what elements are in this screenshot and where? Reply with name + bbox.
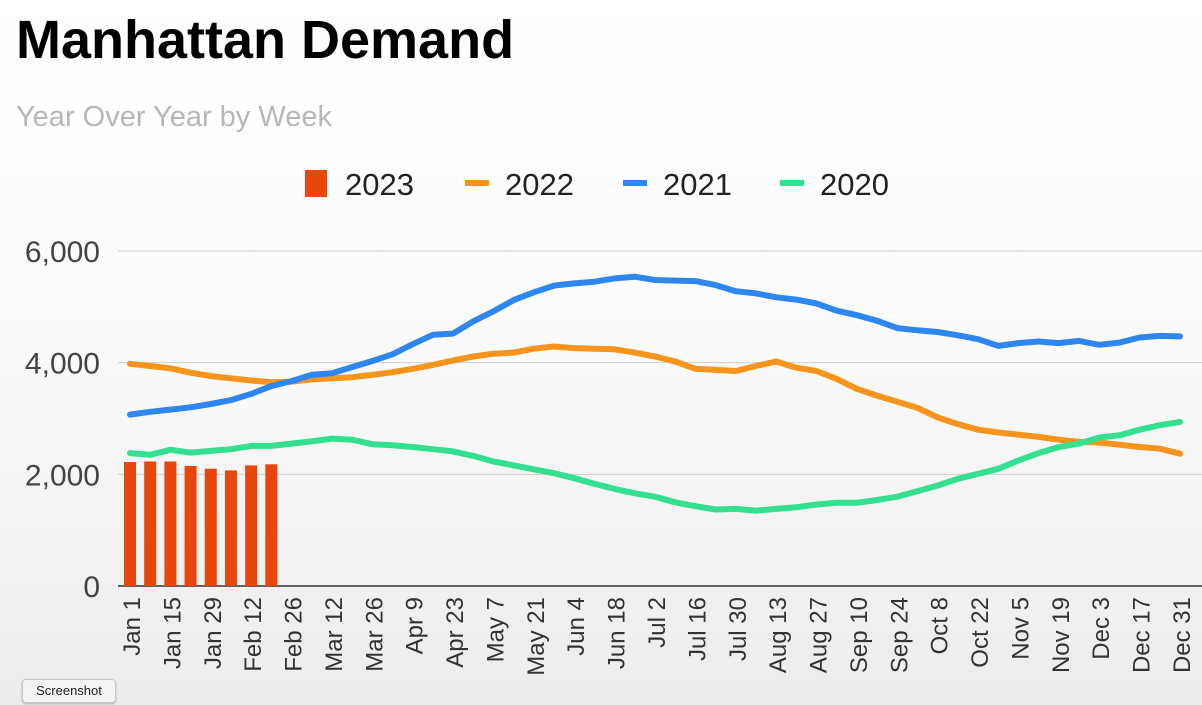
x-tick-label: Aug 13 <box>765 597 792 673</box>
legend-label-2022: 2022 <box>505 167 574 202</box>
chart-subtitle: Year Over Year by Week <box>16 101 332 133</box>
x-tick-label: Nov 19 <box>1048 597 1075 673</box>
x-tick-label: Feb 12 <box>240 597 267 672</box>
legend: 2023 2022 2021 2020 <box>305 167 889 202</box>
x-tick-label: Jul 30 <box>725 597 752 661</box>
x-tick-label: Dec 3 <box>1088 597 1115 660</box>
bar-2023 <box>265 464 278 586</box>
y-tick-label: 4,000 <box>25 348 100 381</box>
x-tick-label: Mar 12 <box>321 597 348 672</box>
bar-2023 <box>184 465 197 586</box>
bar-2023 <box>224 470 237 586</box>
x-tick-label: Aug 27 <box>806 597 833 673</box>
x-tick-label: Apr 9 <box>402 597 429 654</box>
x-tick-label: Jul 16 <box>684 597 711 661</box>
bar-2023 <box>204 468 217 586</box>
legend-label-2020: 2020 <box>820 167 889 202</box>
x-tick-label: Jun 4 <box>563 597 590 656</box>
bar-2023 <box>245 465 258 586</box>
gridlines <box>118 250 1202 587</box>
legend-swatch-2021 <box>623 180 647 186</box>
y-tick-label: 6,000 <box>25 236 100 269</box>
x-tick-label: Apr 23 <box>442 597 469 668</box>
x-tick-label: Dec 17 <box>1129 597 1156 673</box>
x-tick-label: Sep 24 <box>886 597 913 673</box>
series-lines <box>127 273 1183 514</box>
y-tick-label: 0 <box>83 571 100 604</box>
x-tick-label: May 7 <box>482 597 509 662</box>
x-tick-label: Dec 31 <box>1169 597 1196 673</box>
bar-2023 <box>124 462 136 586</box>
x-tick-label: Nov 5 <box>1007 597 1034 660</box>
x-tick-label: Jun 18 <box>604 597 631 669</box>
x-tick-label: Jan 29 <box>200 597 227 669</box>
legend-swatch-2023 <box>305 170 327 197</box>
x-tick-label: May 21 <box>523 597 550 676</box>
x-tick-label: Jul 2 <box>644 597 671 648</box>
series-2023-bars <box>124 461 278 586</box>
line-2021 <box>127 273 1183 418</box>
chart-title: Manhattan Demand <box>16 10 514 70</box>
y-axis: 0 2,000 4,000 6,000 <box>25 236 100 604</box>
bar-2023 <box>144 461 157 586</box>
y-tick-label: 2,000 <box>25 459 100 492</box>
x-axis: Jan 1 Jan 15 Jan 29 Feb 12 Feb 26 Mar 12 Mar 2… <box>119 597 1196 676</box>
x-tick-label: Oct 22 <box>967 597 994 668</box>
x-tick-label: Feb 26 <box>281 597 308 672</box>
x-tick-label: Oct 8 <box>927 597 954 654</box>
x-tick-label: Sep 10 <box>846 597 873 673</box>
legend-label-2021: 2021 <box>663 167 732 202</box>
legend-label-2023: 2023 <box>345 167 414 202</box>
legend-swatch-2020 <box>780 180 804 186</box>
line-2022 <box>127 343 1183 457</box>
legend-swatch-2022 <box>465 180 489 186</box>
screenshot-tooltip: Screenshot <box>22 679 116 703</box>
x-tick-label: Jan 15 <box>159 597 186 669</box>
bar-2023 <box>164 461 177 586</box>
x-tick-label: Jan 1 <box>119 597 146 656</box>
line-2020 <box>127 418 1183 514</box>
x-tick-label: Mar 26 <box>361 597 388 672</box>
